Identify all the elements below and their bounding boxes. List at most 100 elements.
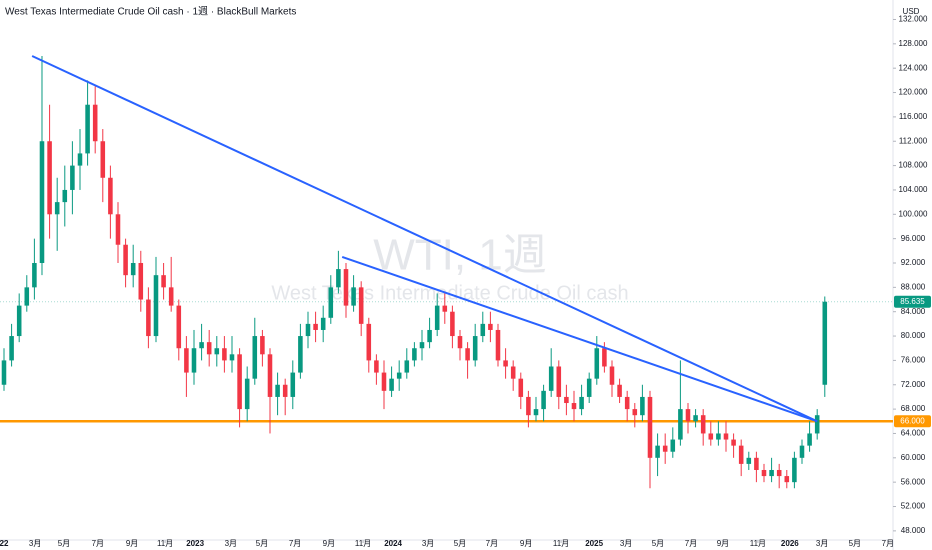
- trendline: [31, 55, 818, 423]
- last-price-label: 85.635: [900, 297, 925, 306]
- candle-body: [366, 323, 372, 361]
- x-tick-label: 5月: [849, 539, 861, 548]
- y-tick-label: 120.000: [899, 88, 928, 97]
- candle-body: [16, 305, 22, 337]
- candle-body: [374, 360, 379, 373]
- candle-body: [480, 323, 486, 337]
- candle-body: [799, 445, 805, 458]
- candle-body: [260, 336, 265, 355]
- candle-body: [305, 323, 311, 337]
- candle-body: [282, 384, 288, 397]
- candle-body: [130, 262, 136, 276]
- x-tick-label: 9月: [717, 539, 729, 548]
- x-tick-label: 3月: [620, 539, 632, 548]
- candle-body: [533, 409, 539, 416]
- candle-body: [609, 366, 615, 385]
- y-tick-label: 124.000: [899, 63, 928, 72]
- y-tick-label: 128.000: [899, 39, 928, 48]
- candle-body: [161, 275, 166, 288]
- y-tick-label: 112.000: [899, 136, 928, 145]
- y-tick-label: 60.000: [901, 453, 926, 462]
- candle-body: [427, 329, 432, 343]
- candle-body: [123, 244, 128, 276]
- candle-body: [9, 336, 14, 361]
- x-tick-label: 7月: [289, 539, 301, 548]
- y-tick-label: 88.000: [901, 282, 926, 291]
- candle-body: [678, 409, 683, 440]
- candle-body: [434, 305, 440, 330]
- candle-body: [244, 378, 250, 410]
- candle-body: [298, 336, 303, 373]
- candle-body: [488, 323, 493, 330]
- y-tick-label: 104.000: [899, 185, 928, 194]
- level-badge: [894, 415, 931, 428]
- y-tick-label: 84.000: [901, 307, 926, 316]
- candle-body: [358, 287, 364, 324]
- level-badge-label: 66.000: [900, 416, 925, 425]
- candle-body: [184, 348, 189, 373]
- candle-body: [442, 305, 448, 312]
- candle-body: [647, 396, 653, 458]
- candle-body: [465, 348, 470, 361]
- candle-body: [39, 141, 45, 263]
- candle-body: [738, 445, 744, 464]
- candle-body: [191, 348, 197, 373]
- candle-body: [252, 336, 258, 379]
- x-tick-label: 9月: [520, 539, 532, 548]
- candle-body: [153, 275, 159, 337]
- candle-body: [47, 141, 52, 215]
- candle-body: [115, 214, 121, 245]
- chart-title: West Texas Intermediate Crude Oil cash ·…: [5, 6, 296, 18]
- candle-body: [617, 384, 622, 397]
- x-tick-label: 5月: [454, 539, 466, 548]
- candle-body: [640, 396, 645, 416]
- candle-body: [62, 189, 68, 203]
- y-tick-label: 72.000: [901, 380, 926, 389]
- candle-body: [784, 476, 790, 483]
- y-tick-label: 52.000: [901, 502, 926, 511]
- x-tick-label: 5月: [58, 539, 70, 548]
- candle-body: [1, 360, 7, 385]
- candle-body: [807, 433, 812, 446]
- candle-body: [624, 396, 630, 410]
- candle-body: [685, 409, 691, 422]
- candle-body: [526, 396, 531, 416]
- candle-body: [389, 378, 394, 391]
- candle-body: [313, 323, 318, 330]
- y-tick-label: 96.000: [901, 234, 926, 243]
- x-tick-label: 11月: [553, 539, 569, 548]
- x-tick-label: 3月: [816, 539, 828, 548]
- x-tick-label: 11月: [157, 539, 173, 548]
- x-tick-label: 3月: [225, 539, 237, 548]
- x-tick-label: 5月: [652, 539, 664, 548]
- candle-body: [822, 301, 828, 385]
- candle-body: [404, 360, 410, 373]
- candle-body: [564, 396, 569, 404]
- candle-body: [708, 433, 714, 440]
- candle-body: [518, 378, 524, 397]
- candle-body: [670, 439, 676, 452]
- candle-body: [548, 366, 554, 391]
- x-tick-label: 2023: [186, 539, 204, 548]
- x-tick-label: 2024: [384, 539, 402, 548]
- candle-body: [586, 378, 592, 397]
- candle-body: [662, 445, 668, 452]
- candle-body: [85, 104, 90, 154]
- candle-body: [716, 433, 721, 440]
- candle-body: [237, 354, 242, 410]
- x-tick-label: 11月: [355, 539, 371, 548]
- candle-body: [700, 415, 706, 434]
- candle-body: [206, 342, 212, 355]
- y-tick-label: 56.000: [901, 477, 926, 486]
- candle-body: [199, 342, 204, 349]
- candle-body: [693, 415, 698, 422]
- candle-body: [541, 390, 546, 410]
- x-tick-label: 7月: [685, 539, 697, 548]
- candle-body: [343, 269, 349, 306]
- last-price-badge: [894, 295, 931, 308]
- candle-body: [457, 336, 463, 349]
- candle-body: [510, 366, 516, 379]
